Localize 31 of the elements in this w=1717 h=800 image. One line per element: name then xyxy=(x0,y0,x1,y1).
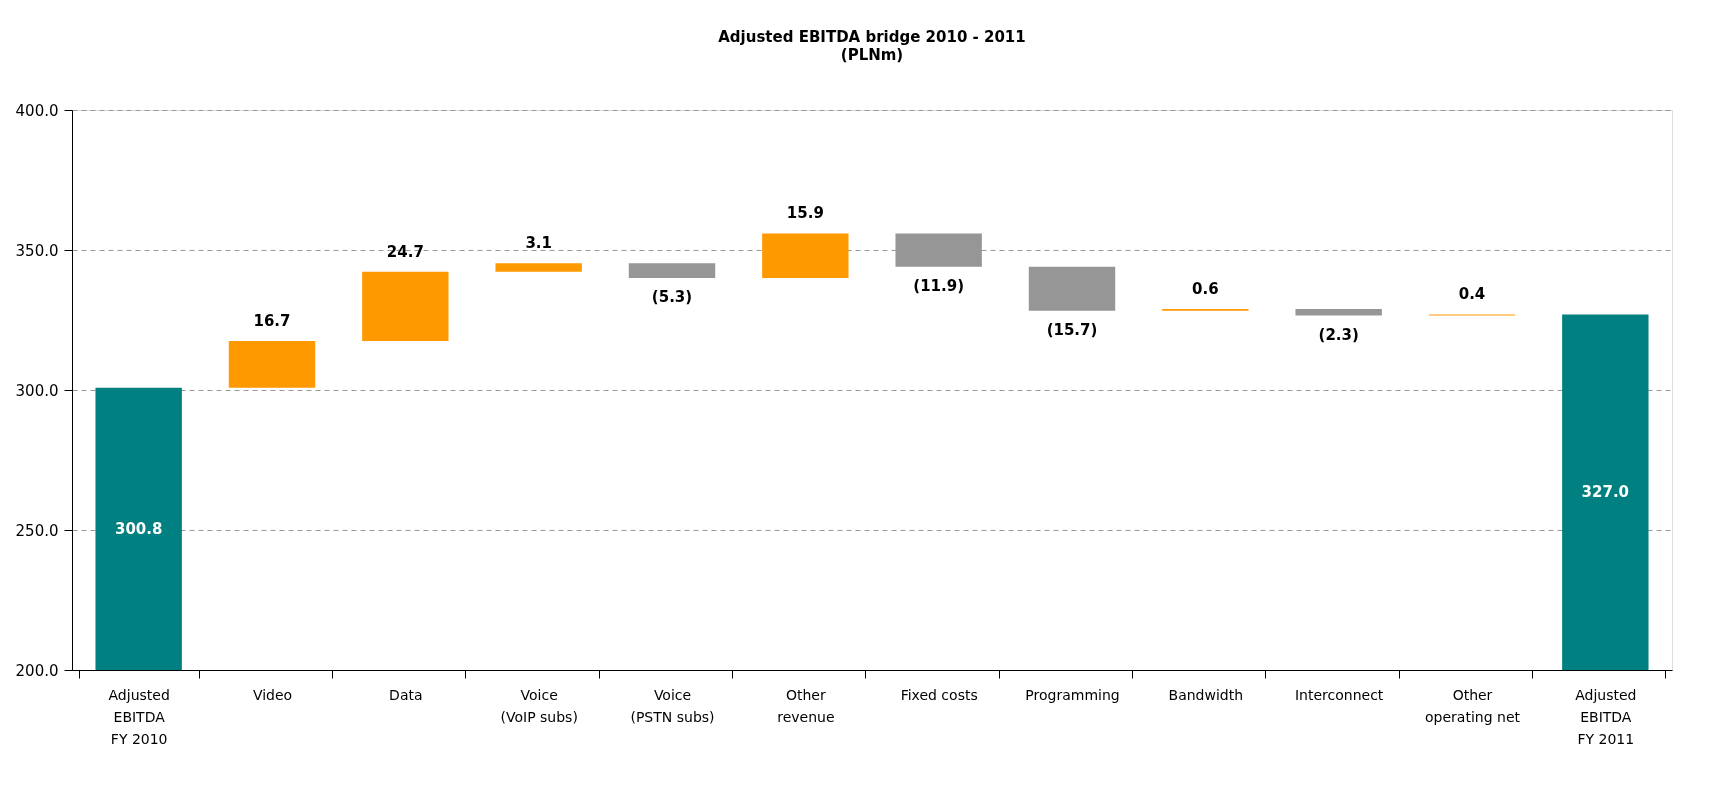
y-tick-label: 300.0 xyxy=(15,381,59,400)
data-label: (11.9) xyxy=(913,276,965,295)
y-tick-label: 250.0 xyxy=(15,521,59,540)
x-tick-label: Adjusted EBITDA FY 2010 xyxy=(108,686,170,747)
data-label: 300.8 xyxy=(114,519,163,538)
data-label: 0.6 xyxy=(1192,280,1219,299)
data-label: 0.4 xyxy=(1458,285,1486,304)
y-tick-label: 200.0 xyxy=(15,661,59,680)
data-label: 16.7 xyxy=(253,312,291,330)
y-tick-label: 350.0 xyxy=(15,241,59,260)
x-tick-label: Programming xyxy=(1025,686,1120,703)
x-tick-label: Other operating net xyxy=(1425,686,1521,725)
chart-title: Adjusted EBITDA bridge 2010 - 2011 xyxy=(718,28,1026,46)
x-tick-label: Bandwidth xyxy=(1168,686,1244,703)
chart-subtitle: (PLNm) xyxy=(840,46,904,64)
x-tick-label: Data xyxy=(389,686,423,703)
x-tick-label: Voice (PSTN subs) xyxy=(630,686,715,725)
x-tick-label: Other revenue xyxy=(777,686,835,725)
x-tick-label: Voice (VoIP subs) xyxy=(500,686,578,725)
data-label: 24.7 xyxy=(386,242,424,261)
data-label: 3.1 xyxy=(525,234,552,253)
y-tick-label: 400.0 xyxy=(15,101,59,120)
data-label: (5.3) xyxy=(651,288,693,306)
data-label: 15.9 xyxy=(786,204,824,223)
x-tick-label: Interconnect xyxy=(1294,686,1384,703)
data-label: (15.7) xyxy=(1046,320,1098,339)
x-tick-label: Video xyxy=(252,686,293,703)
data-label: 327.0 xyxy=(1581,483,1630,502)
x-tick-label: Adjusted EBITDA FY 2011 xyxy=(1575,686,1637,747)
data-label: (2.3) xyxy=(1318,325,1359,344)
x-tick-label: Fixed costs xyxy=(900,686,978,703)
